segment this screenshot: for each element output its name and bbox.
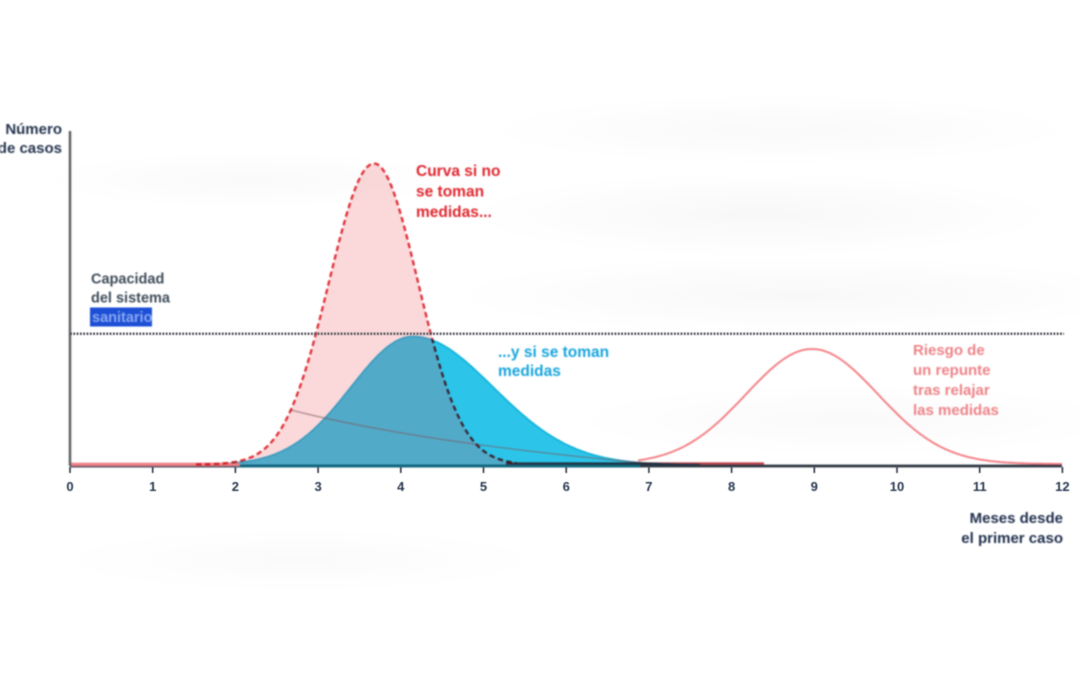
svg-text:el primer caso: el primer caso bbox=[961, 530, 1063, 547]
svg-text:medidas: medidas bbox=[498, 363, 561, 380]
svg-text:del sistema: del sistema bbox=[91, 291, 171, 307]
svg-text:2: 2 bbox=[232, 479, 239, 494]
svg-text:0: 0 bbox=[66, 479, 73, 494]
svg-text:4: 4 bbox=[397, 479, 405, 494]
svg-text:Capacidad: Capacidad bbox=[91, 272, 164, 288]
svg-text:Número: Número bbox=[5, 121, 62, 138]
svg-text:sanitario: sanitario bbox=[92, 310, 153, 326]
svg-text:5: 5 bbox=[480, 479, 487, 494]
svg-text:3: 3 bbox=[314, 479, 321, 494]
svg-text:tras relajar: tras relajar bbox=[913, 382, 990, 399]
svg-text:se toman: se toman bbox=[416, 184, 484, 201]
svg-text:medidas...: medidas... bbox=[416, 204, 492, 221]
svg-text:Riesgo de: Riesgo de bbox=[913, 342, 985, 359]
svg-text:12: 12 bbox=[1055, 479, 1069, 494]
svg-text:un repunte: un repunte bbox=[913, 362, 991, 379]
svg-text:...y si se toman: ...y si se toman bbox=[498, 344, 609, 361]
svg-text:6: 6 bbox=[563, 479, 570, 494]
svg-text:11: 11 bbox=[973, 479, 987, 494]
svg-text:1: 1 bbox=[149, 479, 156, 494]
svg-text:10: 10 bbox=[890, 479, 904, 494]
svg-text:8: 8 bbox=[728, 479, 735, 494]
svg-text:de casos: de casos bbox=[0, 140, 62, 157]
svg-text:9: 9 bbox=[811, 479, 818, 494]
svg-text:Meses desde: Meses desde bbox=[970, 510, 1063, 527]
svg-text:7: 7 bbox=[645, 479, 652, 494]
svg-text:las medidas: las medidas bbox=[913, 402, 999, 419]
svg-text:Curva si no: Curva si no bbox=[416, 163, 500, 180]
